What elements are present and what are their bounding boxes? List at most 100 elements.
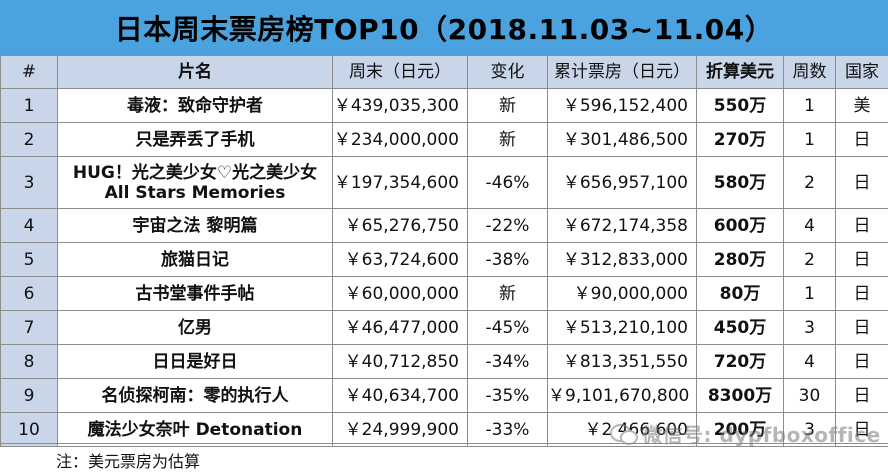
header-weekend: 周末（日元） (333, 56, 468, 89)
weekend-gross-cell: ￥40,712,850 (333, 345, 468, 379)
country-cell: 日 (836, 345, 888, 379)
usd-estimate-cell: 720万 (697, 345, 784, 379)
weeks-cell: 1 (784, 89, 836, 123)
change-cell: -38% (468, 243, 548, 277)
change-cell: -33% (468, 413, 548, 447)
header-change: 变化 (468, 56, 548, 89)
weekend-gross-cell: ￥439,035,300 (333, 89, 468, 123)
film-title-cell: 古书堂事件手帖 (58, 277, 333, 311)
film-title-cell: 亿男 (58, 311, 333, 345)
usd-estimate-cell: 80万 (697, 277, 784, 311)
cumulative-gross-cell: ￥656,957,100 (548, 157, 697, 209)
usd-estimate-cell: 600万 (697, 209, 784, 243)
weekend-gross-cell: ￥24,999,900 (333, 413, 468, 447)
film-title-cell: 魔法少女奈叶 Detonation (58, 413, 333, 447)
film-title-cell: 只是弄丢了手机 (58, 123, 333, 157)
cumulative-gross-cell: ￥813,351,550 (548, 345, 697, 379)
film-title-cell: 名侦探柯南：零的执行人 (58, 379, 333, 413)
weeks-cell: 1 (784, 123, 836, 157)
weeks-cell: 4 (784, 209, 836, 243)
film-title-line: 亿男 (58, 318, 332, 338)
cumulative-gross-cell: ￥90,000,000 (548, 277, 697, 311)
header-film: 片名 (58, 56, 333, 89)
rank-cell: 6 (1, 277, 58, 311)
film-title-cell: 宇宙之法 黎明篇 (58, 209, 333, 243)
film-title-line: 只是弄丢了手机 (58, 130, 332, 150)
rank-cell: 10 (1, 413, 58, 447)
film-title-line: 毒液：致命守护者 (58, 96, 332, 116)
change-cell: -35% (468, 379, 548, 413)
weeks-cell: 2 (784, 243, 836, 277)
usd-estimate-cell: 580万 (697, 157, 784, 209)
rank-cell: 3 (1, 157, 58, 209)
weekend-gross-cell: ￥197,354,600 (333, 157, 468, 209)
footnote-bar: 注：美元票房为估算 (0, 443, 888, 476)
rank-cell: 2 (1, 123, 58, 157)
header-weeks: 周数 (784, 56, 836, 89)
change-cell: 新 (468, 89, 548, 123)
film-title-line: All Stars Memories (58, 183, 332, 203)
usd-estimate-cell: 270万 (697, 123, 784, 157)
table-header-row: # 片名 周末（日元） 变化 累计票房（日元） 折算美元 周数 国家 (1, 56, 888, 89)
film-title-cell: 毒液：致命守护者 (58, 89, 333, 123)
cumulative-gross-cell: ￥301,486,500 (548, 123, 697, 157)
header-usd: 折算美元 (697, 56, 784, 89)
weeks-cell: 4 (784, 345, 836, 379)
rank-cell: 7 (1, 311, 58, 345)
wechat-icon (610, 422, 636, 444)
cumulative-gross-cell: ￥9,101,670,800 (548, 379, 697, 413)
rank-cell: 1 (1, 89, 58, 123)
change-cell: 新 (468, 123, 548, 157)
film-title-cell: 旅猫日记 (58, 243, 333, 277)
cumulative-gross-cell: ￥513,210,100 (548, 311, 697, 345)
change-cell: 新 (468, 277, 548, 311)
usd-estimate-cell: 550万 (697, 89, 784, 123)
weekend-gross-cell: ￥60,000,000 (333, 277, 468, 311)
film-title-line: 魔法少女奈叶 Detonation (58, 420, 332, 440)
change-cell: -45% (468, 311, 548, 345)
rank-cell: 5 (1, 243, 58, 277)
cumulative-gross-cell: ￥312,833,000 (548, 243, 697, 277)
change-cell: -46% (468, 157, 548, 209)
change-cell: -22% (468, 209, 548, 243)
weekend-gross-cell: ￥40,634,700 (333, 379, 468, 413)
country-cell: 日 (836, 243, 888, 277)
weeks-cell: 1 (784, 277, 836, 311)
film-title-line: 名侦探柯南：零的执行人 (58, 386, 332, 406)
film-title-line: 旅猫日记 (58, 250, 332, 270)
rank-cell: 4 (1, 209, 58, 243)
country-cell: 日 (836, 209, 888, 243)
film-title-line: 古书堂事件手帖 (58, 284, 332, 304)
usd-estimate-cell: 280万 (697, 243, 784, 277)
film-title-line: HUG！光之美少女♡光之美少女 (58, 163, 332, 183)
weekend-gross-cell: ￥46,477,000 (333, 311, 468, 345)
country-cell: 美 (836, 89, 888, 123)
weekend-gross-cell: ￥234,000,000 (333, 123, 468, 157)
rank-cell: 9 (1, 379, 58, 413)
country-cell: 日 (836, 277, 888, 311)
weeks-cell: 2 (784, 157, 836, 209)
country-cell: 日 (836, 123, 888, 157)
country-cell: 日 (836, 379, 888, 413)
cumulative-gross-cell: ￥672,174,358 (548, 209, 697, 243)
header-cumulative: 累计票房（日元） (548, 56, 697, 89)
weekend-gross-cell: ￥65,276,750 (333, 209, 468, 243)
usd-estimate-cell: 8300万 (697, 379, 784, 413)
rank-cell: 8 (1, 345, 58, 379)
weekend-gross-cell: ￥63,724,600 (333, 243, 468, 277)
header-country: 国家 (836, 56, 888, 89)
header-rank: # (1, 56, 58, 89)
page-title: 日本周末票房榜TOP10（2018.11.03~11.04） (0, 0, 888, 56)
country-cell: 日 (836, 311, 888, 345)
weeks-cell: 3 (784, 311, 836, 345)
